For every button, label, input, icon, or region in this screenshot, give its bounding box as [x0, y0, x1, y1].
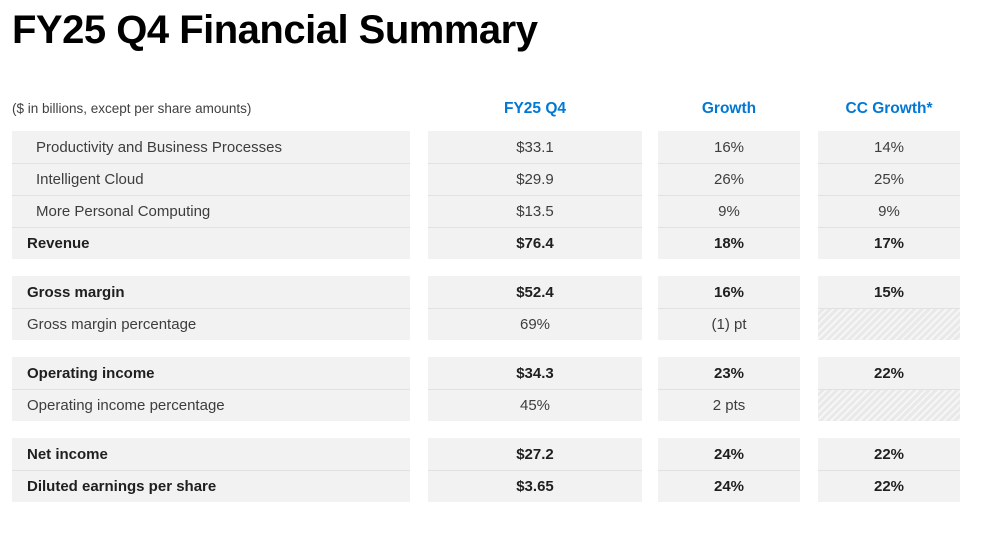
- cell-value: 24%: [658, 438, 800, 470]
- row-label: Operating income percentage: [12, 389, 410, 421]
- cell-value: 23%: [658, 357, 800, 389]
- cell-value: $52.4: [428, 276, 642, 308]
- row-label-total: Revenue: [12, 227, 410, 259]
- cell-value: 22%: [818, 470, 960, 502]
- column-header-growth: Growth: [701, 100, 757, 117]
- units-note: ($ in billions, except per share amounts…: [12, 101, 252, 116]
- cell-value: (1) pt: [658, 308, 800, 340]
- cell-value: 22%: [818, 357, 960, 389]
- row-label: Operating income: [12, 357, 410, 389]
- table-header-row: ($ in billions, except per share amounts…: [12, 100, 1000, 118]
- cell-value: 14%: [818, 131, 960, 163]
- growth-column: 16% 26% 9% 18% 16% (1) pt 23% 2 pts 24% …: [658, 131, 800, 502]
- cell-value: 16%: [658, 276, 800, 308]
- cell-value: 15%: [818, 276, 960, 308]
- revenue-block: Productivity and Business Processes Inte…: [12, 131, 410, 259]
- cell-value: 16%: [658, 131, 800, 163]
- operating-income-block: Operating income Operating income percen…: [12, 357, 410, 421]
- cell-value: $29.9: [428, 163, 642, 195]
- cell-value: 9%: [818, 195, 960, 227]
- cell-value-total: 18%: [658, 227, 800, 259]
- cell-value: $13.5: [428, 195, 642, 227]
- row-label: Gross margin: [12, 276, 410, 308]
- row-label: Gross margin percentage: [12, 308, 410, 340]
- cell-value-total: 17%: [818, 227, 960, 259]
- not-applicable-hatched-cell: [818, 308, 960, 340]
- cell-value: $27.2: [428, 438, 642, 470]
- summary-table: Productivity and Business Processes Inte…: [12, 131, 1000, 502]
- cell-value: $33.1: [428, 131, 642, 163]
- cc-growth-column: 14% 25% 9% 17% 15% 22% 22% 22%: [818, 131, 960, 502]
- column-header-fy25q4: FY25 Q4: [503, 100, 567, 117]
- cell-value: 22%: [818, 438, 960, 470]
- cell-value: 2 pts: [658, 389, 800, 421]
- page-title: FY25 Q4 Financial Summary: [12, 8, 538, 52]
- cell-value: 24%: [658, 470, 800, 502]
- gross-margin-block: Gross margin Gross margin percentage: [12, 276, 410, 340]
- net-income-block: Net income Diluted earnings per share: [12, 438, 410, 502]
- label-column: Productivity and Business Processes Inte…: [12, 131, 410, 502]
- row-label: More Personal Computing: [12, 195, 410, 227]
- cell-value: 69%: [428, 308, 642, 340]
- not-applicable-hatched-cell: [818, 389, 960, 421]
- cell-value: 45%: [428, 389, 642, 421]
- cell-value: 26%: [658, 163, 800, 195]
- row-label: Productivity and Business Processes: [12, 131, 410, 163]
- cell-value: 25%: [818, 163, 960, 195]
- cell-value: $3.65: [428, 470, 642, 502]
- row-label: Diluted earnings per share: [12, 470, 410, 502]
- cell-value: 9%: [658, 195, 800, 227]
- fy25q4-column: $33.1 $29.9 $13.5 $76.4 $52.4 69% $34.3 …: [428, 131, 642, 502]
- cell-value: $34.3: [428, 357, 642, 389]
- column-header-cc-growth: CC Growth*: [845, 100, 933, 117]
- row-label: Net income: [12, 438, 410, 470]
- cell-value-total: $76.4: [428, 227, 642, 259]
- row-label: Intelligent Cloud: [12, 163, 410, 195]
